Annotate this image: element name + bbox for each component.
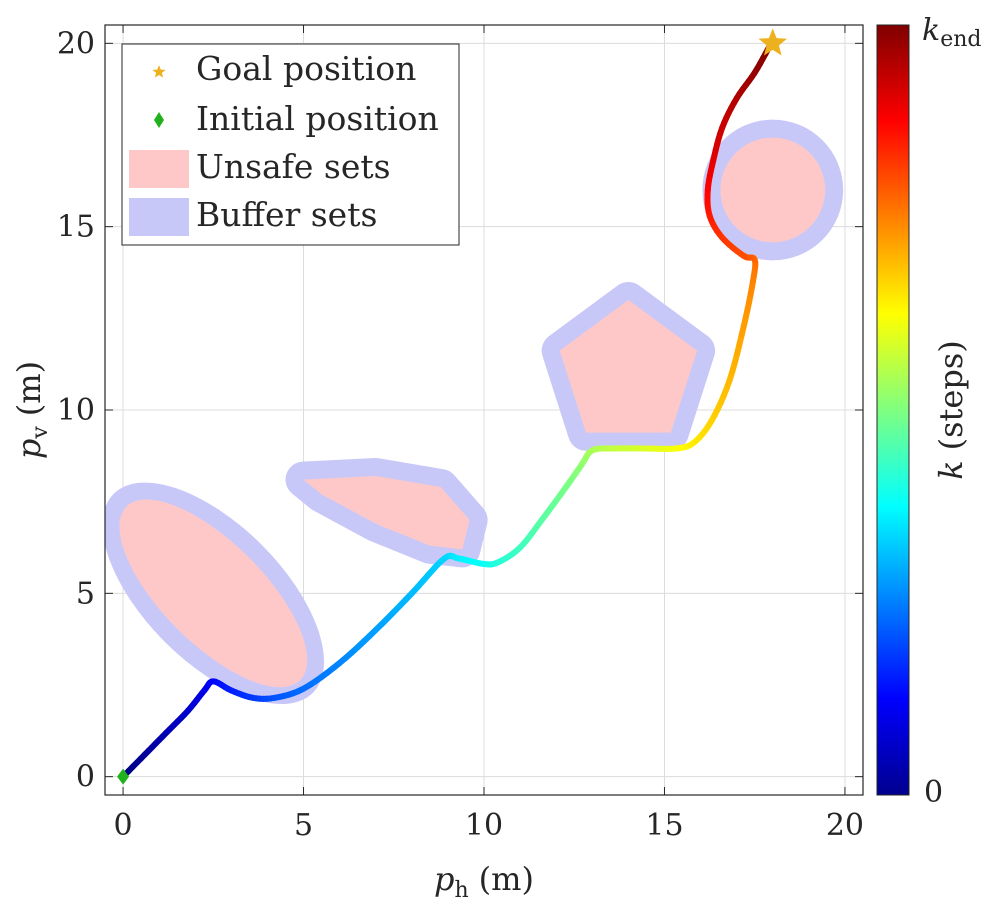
colorbar-gradient xyxy=(876,24,910,796)
x-tick-label: 15 xyxy=(645,808,683,843)
unsafe-set-polygon xyxy=(303,476,470,550)
trajectory xyxy=(120,44,773,780)
y-tick-label: 5 xyxy=(76,576,95,611)
legend: Goal position Initial position Unsafe se… xyxy=(121,43,460,246)
unsafe-sets xyxy=(119,137,826,688)
y-tick-label: 0 xyxy=(76,760,95,795)
colorbar-max-subscript: end xyxy=(940,27,981,52)
x-tick-label: 10 xyxy=(465,808,503,843)
colorbar-title-unit: (steps) xyxy=(932,340,970,450)
x-axis-label-symbol: p xyxy=(434,860,454,898)
initial-marker xyxy=(117,768,130,785)
legend-buffer-swatch xyxy=(129,198,189,236)
goal-marker xyxy=(758,28,788,56)
y-tick-label: 15 xyxy=(57,210,95,245)
colorbar: kend 0 k(steps) xyxy=(876,13,981,810)
colorbar-max-label: kend xyxy=(922,13,981,52)
legend-goal-label: Goal position xyxy=(196,49,416,88)
markers xyxy=(117,28,788,785)
x-tick-label: 5 xyxy=(294,808,313,843)
x-axis-label-subscript: h xyxy=(455,878,469,903)
colorbar-title: k (steps) xyxy=(932,340,970,479)
unsafe-set-circle xyxy=(720,137,826,243)
legend-unsafe-swatch xyxy=(129,150,189,188)
legend-goal-marker xyxy=(152,65,166,78)
ticks: 0 5 10 15 20 0 5 10 15 20 xyxy=(57,25,864,843)
legend-unsafe-label: Unsafe sets xyxy=(196,147,391,186)
legend-initial-marker xyxy=(154,112,164,128)
y-axis-label-symbol: p xyxy=(10,439,48,459)
colorbar-max-symbol: k xyxy=(922,13,940,48)
y-axis-label-unit: (m) xyxy=(10,361,48,416)
x-tick-label: 20 xyxy=(826,808,864,843)
colorbar-title-symbol: k xyxy=(932,460,970,479)
x-axis-label: ph (m) xyxy=(434,860,534,903)
y-tick-label: 20 xyxy=(57,26,95,61)
x-tick-label: 0 xyxy=(114,808,133,843)
y-tick-label: 10 xyxy=(57,393,95,428)
unsafe-set-ellipse xyxy=(119,499,308,688)
y-axis-label-subscript: v xyxy=(28,426,53,440)
x-axis-label-unit: (m) xyxy=(479,860,534,898)
y-axis-label: pv (m) xyxy=(10,361,53,459)
colorbar-min-label: 0 xyxy=(924,775,943,810)
legend-initial-label: Initial position xyxy=(196,99,439,138)
legend-buffer-label: Buffer sets xyxy=(196,195,377,234)
unsafe-set-pentagon xyxy=(559,300,698,433)
